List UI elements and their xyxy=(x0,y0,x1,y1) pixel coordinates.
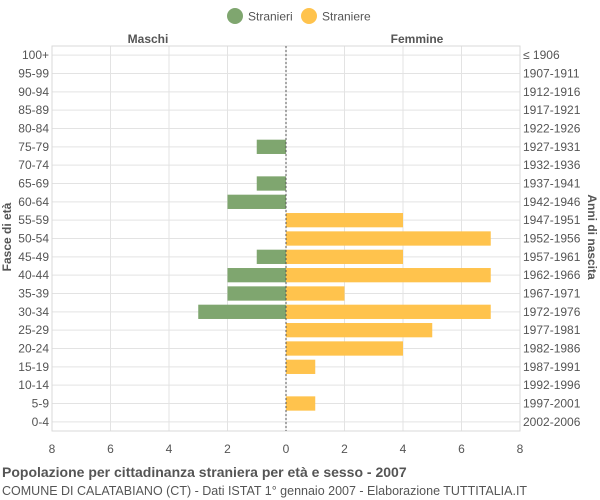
bar-male-60-64 xyxy=(227,194,286,209)
age-label: 80-84 xyxy=(18,122,49,136)
x-tick-label: 0 xyxy=(283,442,290,456)
legend-label-stranieri: Stranieri xyxy=(248,10,293,24)
age-label: 85-89 xyxy=(18,103,49,117)
age-label: 35-39 xyxy=(18,287,49,301)
bar-male-40-44 xyxy=(227,268,286,283)
age-label: 40-44 xyxy=(18,268,49,282)
bar-male-75-79 xyxy=(256,139,286,154)
age-label: 75-79 xyxy=(18,140,49,154)
birth-year-label: 1932-1936 xyxy=(523,158,581,172)
bars xyxy=(198,139,491,411)
birth-year-label: 1912-1916 xyxy=(523,85,581,99)
age-label: 90-94 xyxy=(18,85,49,99)
left-header-maschi: Maschi xyxy=(128,32,169,46)
x-tick-labels: 8 6 4 2 0 2 4 6 8 xyxy=(49,442,524,456)
x-tick-label: 4 xyxy=(400,442,407,456)
birth-year-label: 1942-1946 xyxy=(523,195,581,209)
birth-year-label: 1907-1911 xyxy=(523,67,580,81)
bar-female-45-49 xyxy=(286,249,403,264)
birth-year-label: 1947-1951 xyxy=(523,213,581,227)
legend-swatch-stranieri xyxy=(227,8,243,24)
age-label: 45-49 xyxy=(18,250,49,264)
age-label: 0-4 xyxy=(32,415,50,429)
bar-male-30-34 xyxy=(198,304,286,319)
age-label: 5-9 xyxy=(32,397,50,411)
x-tick-label: 2 xyxy=(224,442,231,456)
age-label: 30-34 xyxy=(18,305,49,319)
age-label: 95-99 xyxy=(18,67,49,81)
y-axis-label-right: Anni di nascita xyxy=(585,194,599,280)
bar-female-5-9 xyxy=(286,396,316,411)
legend-swatch-straniere xyxy=(301,8,317,24)
y-axis-label-left: Fasce di età xyxy=(0,202,14,271)
birth-year-label: 1957-1961 xyxy=(523,250,581,264)
birth-year-label: 1917-1921 xyxy=(523,103,581,117)
birth-year-label: 1997-2001 xyxy=(523,397,581,411)
bar-female-25-29 xyxy=(286,323,433,338)
birth-year-label: 1992-1996 xyxy=(523,378,581,392)
birth-year-label: 1972-1976 xyxy=(523,305,581,319)
age-label: 50-54 xyxy=(18,232,49,246)
age-labels: 100+ 95-99 90-94 85-89 80-84 75-79 70-74 65-69 6… xyxy=(18,48,49,429)
birth-year-label: ≤ 1906 xyxy=(523,48,560,62)
bar-female-40-44 xyxy=(286,268,491,283)
bar-female-20-24 xyxy=(286,341,403,356)
x-tick-label: 2 xyxy=(341,442,348,456)
bar-male-35-39 xyxy=(227,286,286,301)
x-tick-label: 6 xyxy=(458,442,465,456)
right-header-femmine: Femmine xyxy=(391,32,444,46)
birth-year-label: 1962-1966 xyxy=(523,268,581,282)
x-tick-label: 8 xyxy=(49,442,56,456)
birth-year-label: 1977-1981 xyxy=(523,323,581,337)
bar-female-55-59 xyxy=(286,213,403,228)
x-tick-label: 4 xyxy=(166,442,173,456)
birth-year-label: 2002-2006 xyxy=(523,415,581,429)
age-label: 25-29 xyxy=(18,323,49,337)
bar-female-15-19 xyxy=(286,359,316,374)
age-label: 65-69 xyxy=(18,177,49,191)
birth-year-label: 1987-1991 xyxy=(523,360,581,374)
age-label: 10-14 xyxy=(18,378,49,392)
birth-year-label: 1982-1986 xyxy=(523,342,581,356)
legend-label-straniere: Straniere xyxy=(322,10,371,24)
bar-female-30-34 xyxy=(286,304,491,319)
chart-title: Popolazione per cittadinanza straniera p… xyxy=(2,464,407,480)
x-tick-label: 6 xyxy=(107,442,114,456)
age-label: 100+ xyxy=(22,48,49,62)
bar-female-35-39 xyxy=(286,286,345,301)
birth-year-label: 1927-1931 xyxy=(523,140,581,154)
age-label: 60-64 xyxy=(18,195,49,209)
x-tick-label: 8 xyxy=(517,442,524,456)
age-label: 70-74 xyxy=(18,158,49,172)
birth-year-labels: ≤ 1906 1907-1911 1912-1916 1917-1921 1922-19… xyxy=(523,48,581,429)
age-label: 20-24 xyxy=(18,342,49,356)
chart-subtitle: COMUNE DI CALATABIANO (CT) - Dati ISTAT … xyxy=(2,484,528,498)
birth-year-label: 1967-1971 xyxy=(523,287,581,301)
age-label: 15-19 xyxy=(18,360,49,374)
birth-year-label: 1937-1941 xyxy=(523,177,581,191)
birth-year-label: 1922-1926 xyxy=(523,122,581,136)
bar-male-45-49 xyxy=(256,249,286,264)
bar-female-50-54 xyxy=(286,231,491,246)
legend: Stranieri Straniere xyxy=(227,8,371,24)
bar-male-65-69 xyxy=(256,176,286,191)
age-label: 55-59 xyxy=(18,213,49,227)
birth-year-label: 1952-1956 xyxy=(523,232,581,246)
